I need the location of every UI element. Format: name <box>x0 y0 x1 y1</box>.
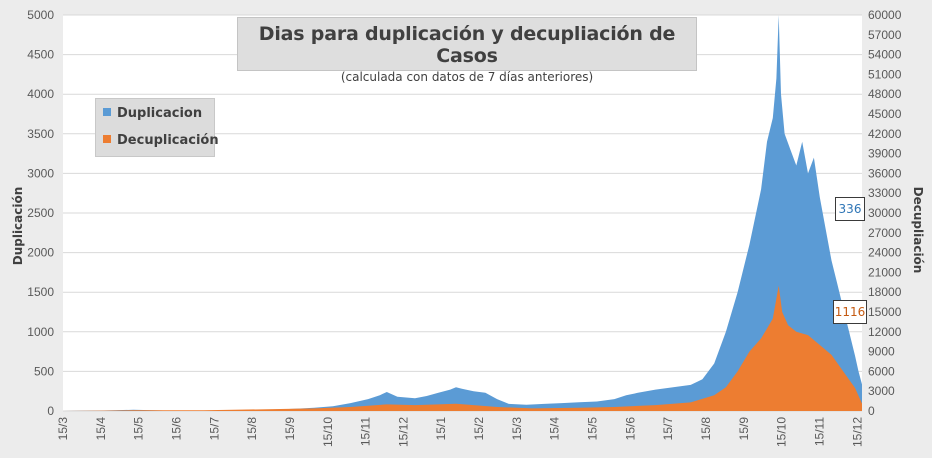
y2-tick-label: 39000 <box>868 147 902 161</box>
y-tick-label: 5000 <box>27 8 54 22</box>
y-tick-label: 1500 <box>27 285 54 299</box>
y2-tick-label: 6000 <box>868 364 895 378</box>
x-tick-label: 15/3 <box>56 417 70 441</box>
x-tick-label: 15/10 <box>321 417 335 447</box>
y2-tick-label: 45000 <box>868 107 902 121</box>
y2-tick-label: 3000 <box>868 384 895 398</box>
y2-tick-label: 42000 <box>868 127 902 141</box>
x-tick-label: 15/7 <box>207 417 221 441</box>
x-tick-label: 15/7 <box>661 417 675 441</box>
x-tick-label: 15/11 <box>813 417 827 446</box>
x-tick-label: 15/4 <box>548 417 562 441</box>
left-axis-ticks: 0 500 1000 1500 2000 2500 3000 3500 4000 4500 5000 <box>27 8 54 418</box>
area-series <box>63 15 862 411</box>
y2-tick-label: 57000 <box>868 28 902 42</box>
legend-item-decuplicacion: Decuplicación <box>103 133 219 148</box>
y2-tick-label: 54000 <box>868 48 902 62</box>
y-tick-label: 0 <box>47 404 54 418</box>
y2-tick-label: 33000 <box>868 186 902 200</box>
y2-tick-label: 36000 <box>868 166 902 180</box>
legend-label-duplicacion: Duplicacion <box>117 106 203 121</box>
y2-tick-label: 21000 <box>868 265 902 279</box>
chart-title: Dias para duplicación y decupliación de … <box>258 23 676 67</box>
x-tick-label: 15/5 <box>132 417 146 441</box>
y2-tick-label: 24000 <box>868 246 902 260</box>
x-tick-label: 15/11 <box>359 417 373 446</box>
x-tick-label: 15/6 <box>623 417 637 441</box>
y2-tick-label: 51000 <box>868 67 902 81</box>
y-tick-label: 500 <box>34 364 54 378</box>
y-tick-label: 2000 <box>27 246 54 260</box>
x-tick-label: 15/3 <box>510 417 524 441</box>
y2-tick-label: 0 <box>868 404 875 418</box>
right-axis-ticks: 0 3000 6000 9000 12000 15000 18000 21000 24000 27… <box>868 8 902 418</box>
right-axis-title: Decupliación <box>911 187 925 274</box>
left-axis-title: Duplicación <box>11 187 25 266</box>
y2-tick-label: 60000 <box>868 8 902 22</box>
y-tick-label: 2500 <box>27 206 54 220</box>
y2-tick-label: 48000 <box>868 87 902 101</box>
decuplicacion-value-callout: 1116 <box>833 300 867 324</box>
x-tick-label: 15/12 <box>850 417 864 447</box>
y2-tick-label: 9000 <box>868 345 895 359</box>
legend-swatch-decuplicacion <box>103 135 111 143</box>
y2-tick-label: 27000 <box>868 226 902 240</box>
x-tick-label: 15/9 <box>737 417 751 441</box>
x-tick-label: 15/9 <box>283 417 297 441</box>
y2-tick-label: 18000 <box>868 285 902 299</box>
legend: Duplicacion Decuplicación <box>95 98 219 157</box>
y2-tick-label: 12000 <box>868 325 902 339</box>
x-tick-label: 15/1 <box>434 417 448 441</box>
y2-tick-label: 30000 <box>868 206 902 220</box>
x-axis-ticks: 15/3 15/4 15/5 15/6 15/7 15/8 15/9 15/10 15/11 15… <box>56 417 864 447</box>
y-tick-label: 4000 <box>27 87 54 101</box>
x-tick-label: 15/8 <box>699 417 713 441</box>
y-tick-label: 4500 <box>27 48 54 62</box>
y-tick-label: 1000 <box>27 325 54 339</box>
x-tick-label: 15/12 <box>396 417 410 447</box>
y2-tick-label: 15000 <box>868 305 902 319</box>
legend-item-duplicacion: Duplicacion <box>103 106 202 121</box>
duplicacion-value-callout: 336 <box>835 197 865 221</box>
y-tick-label: 3500 <box>27 127 54 141</box>
x-tick-label: 15/8 <box>245 417 259 441</box>
chart-subtitle: (calculada con datos de 7 días anteriore… <box>340 70 594 84</box>
y-tick-label: 3000 <box>27 166 54 180</box>
x-tick-label: 15/10 <box>775 417 789 447</box>
x-tick-label: 15/2 <box>472 417 486 441</box>
legend-label-decuplicacion: Decuplicación <box>117 133 219 148</box>
legend-swatch-duplicacion <box>103 108 111 116</box>
area-decuplicacion <box>63 285 862 411</box>
x-tick-label: 15/6 <box>170 417 184 441</box>
x-tick-label: 15/4 <box>94 417 108 441</box>
chart-title-box: Dias para duplicación y decupliación de … <box>237 17 697 84</box>
x-tick-label: 15/5 <box>586 417 600 441</box>
